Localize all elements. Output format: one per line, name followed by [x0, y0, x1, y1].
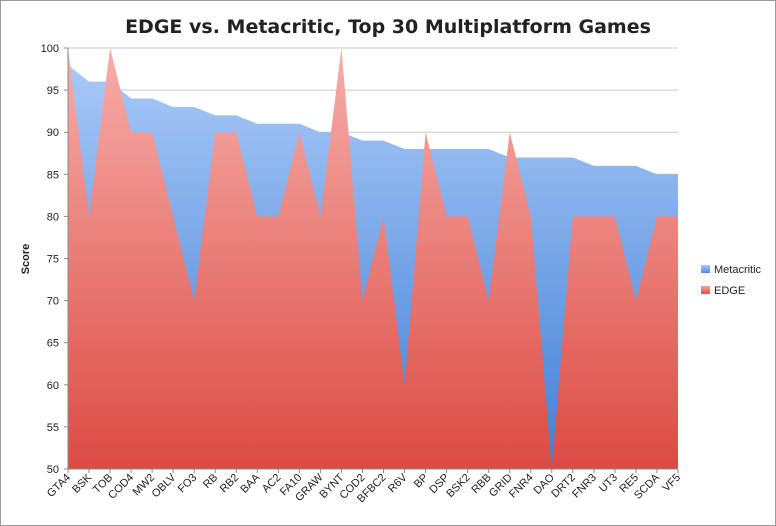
legend: Metacritic EDGE — [701, 264, 762, 297]
legend-swatch-metacritic — [701, 265, 710, 273]
y-tick-label: 65 — [47, 338, 59, 350]
y-tick-label: 70 — [47, 296, 59, 308]
x-tick-label: RB — [201, 472, 220, 491]
x-tick-label: FNR3 — [570, 472, 599, 501]
area-edge — [68, 48, 678, 469]
y-tick-label: 95 — [47, 85, 59, 97]
x-tick-label: BSK2 — [444, 472, 472, 500]
y-tick-labels: 50 55 60 65 70 75 80 85 90 95 100 — [41, 43, 59, 476]
y-tick-label: 90 — [47, 127, 59, 139]
x-tick-label: FNR4 — [507, 472, 536, 501]
legend-label-metacritic: Metacritic — [714, 264, 762, 276]
y-tick-label: 50 — [47, 464, 59, 476]
y-tick-label: 55 — [47, 422, 59, 434]
x-tick-label: UT3 — [597, 472, 620, 495]
plot-areas — [68, 48, 678, 469]
x-tick-label: OBLV — [150, 471, 179, 500]
x-tick-label: FO3 — [176, 472, 200, 496]
y-tick-label: 85 — [47, 169, 59, 181]
legend-swatch-edge — [701, 286, 710, 294]
y-tick-label: 75 — [47, 254, 59, 266]
x-tick-label: RB2 — [218, 472, 242, 496]
y-tick-label: 80 — [47, 211, 59, 223]
axes — [64, 47, 679, 473]
y-tick-label: 100 — [41, 43, 59, 55]
y-axis-label: Score — [20, 244, 32, 275]
x-tick-label: BSK — [70, 471, 95, 496]
x-tick-label: R6V — [386, 471, 410, 495]
legend-label-edge: EDGE — [714, 285, 745, 297]
x-tick-label: BAA — [238, 471, 263, 496]
y-tick-label: 60 — [47, 380, 59, 392]
chart-title: EDGE vs. Metacritic, Top 30 Multiplatfor… — [125, 16, 651, 38]
x-tick-label: VF5 — [660, 472, 683, 495]
